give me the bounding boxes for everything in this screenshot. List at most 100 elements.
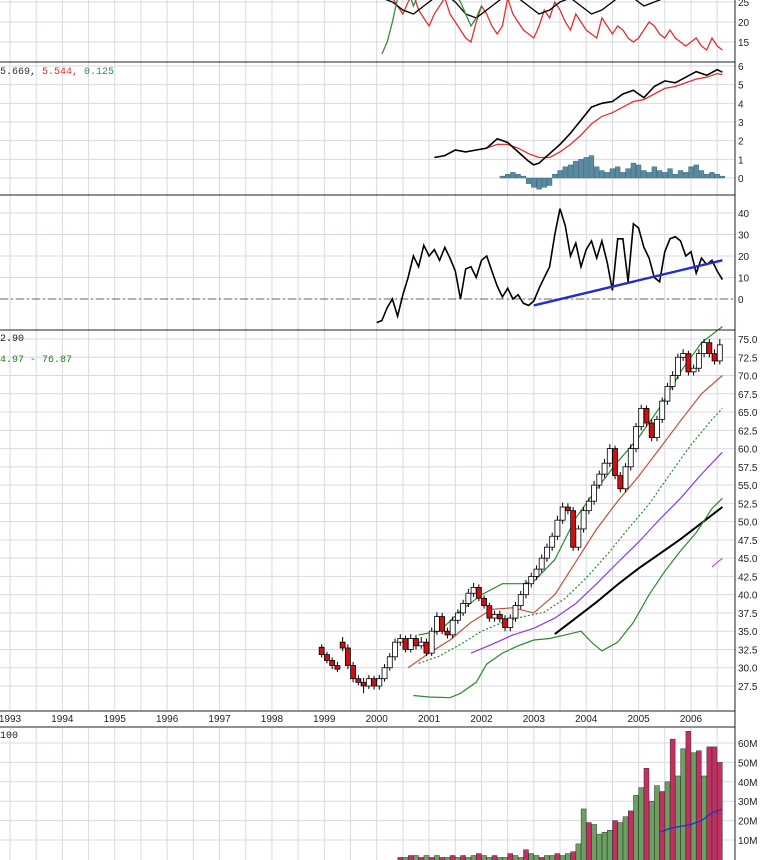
candle-body: [512, 605, 519, 619]
volume-bar: [481, 855, 487, 860]
volume-bar: [470, 855, 477, 860]
candle-body: [344, 647, 351, 666]
macd-value: 0.125: [84, 67, 114, 78]
volume-bar: [512, 855, 519, 860]
volume-bar: [559, 855, 566, 860]
volume-bar: [570, 851, 576, 860]
volume-bar: [491, 855, 498, 860]
candle-body: [465, 592, 472, 604]
y-tick-label: 40: [738, 209, 750, 220]
y-tick-label: 35.0: [738, 627, 758, 638]
x-tick-label: 2006: [680, 714, 703, 725]
macd-histogram-bar: [683, 172, 689, 179]
macd-histogram-bar: [557, 170, 563, 179]
y-tick-label: 5: [738, 81, 744, 92]
candle-body: [507, 617, 514, 628]
candle-body: [523, 583, 529, 596]
volume-header-value: 100: [0, 731, 18, 742]
y-tick-label: 37.5: [738, 609, 758, 620]
volume-bar: [607, 830, 613, 860]
volume-bar: [638, 787, 644, 860]
y-tick-label: 6: [738, 62, 744, 73]
candle-body: [423, 641, 430, 654]
candle-body: [428, 630, 435, 654]
y-tick-label: 2: [738, 137, 744, 148]
volume-bar: [654, 785, 660, 860]
volume-bar: [680, 748, 686, 860]
candle-body: [716, 344, 723, 362]
macd-histogram-bar: [615, 166, 621, 179]
candle-body: [580, 510, 587, 530]
y-tick-label: 70.0: [738, 372, 758, 383]
x-tick-label: 1994: [51, 714, 74, 725]
volume-panel: 10M 20M 30M 40M 50M 60M 100: [0, 731, 757, 860]
y-tick-label: 75.0: [738, 335, 758, 346]
lower-band-line: [413, 497, 723, 699]
volume-bar: [528, 853, 534, 860]
candle-body: [318, 646, 325, 655]
y-tick-label: 47.5: [738, 536, 758, 547]
panel-separators: [0, 0, 736, 860]
y-tick-label: 55.0: [738, 481, 758, 492]
candle-body: [638, 407, 645, 428]
macd-histogram-bar: [499, 175, 506, 179]
y-tick-label: 32.5: [738, 645, 758, 656]
candle-body: [439, 616, 446, 632]
x-tick-label: 1995: [104, 714, 127, 725]
volume-bar: [565, 853, 571, 860]
volume-bar: [601, 831, 608, 860]
candle-body: [627, 448, 634, 468]
macd-histogram-bar: [630, 162, 637, 179]
candle-body: [460, 603, 467, 614]
y-tick-label: 15: [738, 38, 750, 49]
volume-bar: [449, 855, 456, 860]
y-tick-label: 65.0: [738, 408, 758, 419]
macd-histogram-bar: [719, 175, 726, 179]
y-tick-label: 20M: [738, 817, 757, 828]
candle-body: [413, 638, 419, 647]
x-tick-label: 1999: [313, 714, 336, 725]
candle-body: [659, 400, 666, 420]
magenta-line: [711, 557, 723, 568]
rsi-line: [381, 0, 483, 55]
candle-body: [622, 466, 629, 490]
candle-body: [350, 665, 357, 680]
candle-body: [711, 353, 718, 362]
volume-bar: [612, 820, 618, 860]
volume-bar: [633, 795, 639, 860]
y-tick-label: 50.0: [738, 518, 758, 529]
y-tick-label: 40M: [738, 778, 757, 789]
rsi-line: [392, 0, 723, 52]
volume-bar: [460, 855, 466, 860]
trend-line: [533, 259, 723, 307]
candle-body: [575, 528, 582, 548]
candle-body: [617, 475, 624, 490]
adx-panel: 0 10 20 30 40: [0, 208, 750, 324]
volume-bar: [596, 833, 603, 860]
volume-bar: [413, 855, 419, 860]
candle-body: [680, 353, 687, 358]
macd-histogram-bar: [604, 172, 610, 179]
macd-histogram-bar: [714, 174, 720, 179]
candle-body: [517, 594, 524, 607]
ma-mid-line: [470, 451, 723, 654]
volume-bar: [669, 738, 676, 860]
macd-histogram-bar: [588, 155, 595, 179]
volume-bar: [696, 750, 702, 860]
x-tick-label: 2004: [575, 714, 598, 725]
candle-body: [360, 681, 367, 687]
y-tick-label: 1: [738, 155, 744, 166]
macd-histogram-bar: [609, 168, 616, 179]
macd-histogram-bar: [672, 174, 678, 179]
y-tick-label: 62.5: [738, 426, 758, 437]
y-tick-label: 4: [738, 99, 744, 110]
candle-body: [591, 484, 597, 502]
candle-body: [454, 612, 461, 621]
y-tick-label: 30M: [738, 797, 757, 808]
macd-line: [434, 68, 723, 166]
candle-body: [544, 546, 550, 559]
macd-histogram-bar: [677, 170, 684, 179]
y-tick-label: 10M: [738, 836, 757, 847]
price-band-range: 4.97 - 76.87: [0, 355, 72, 366]
volume-bar: [423, 855, 430, 860]
